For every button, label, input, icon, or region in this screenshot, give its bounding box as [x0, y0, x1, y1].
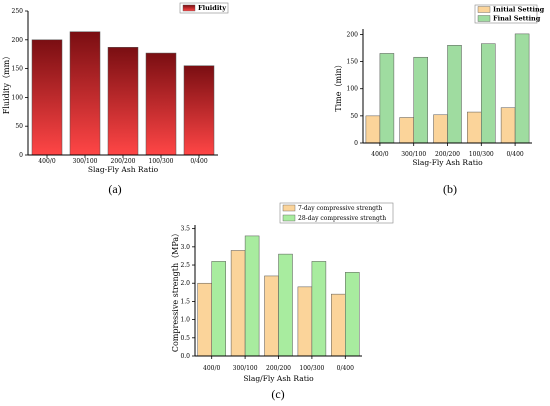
bar-0-0-2: [107, 47, 139, 156]
y-tick-label: 50: [15, 123, 23, 130]
bar-1-1-4: [514, 33, 530, 144]
y-tick-label: 1.5: [180, 298, 190, 305]
panel-b-setting-time-chart: 0 50 100 150 200 400/0 300/100 200/200 100/300 0/…: [334, 4, 545, 196]
y-axis-title: Compressive strength（MPa）: [171, 229, 180, 352]
x-tick-label: 200/200: [111, 158, 136, 165]
panel-c-bars: [197, 235, 360, 357]
bar-0-0-3: [145, 52, 177, 156]
y-tick-label: 200: [347, 31, 359, 38]
y-tick-label: 2.0: [180, 280, 190, 287]
x-axis-title: Slag-Fly Ash Ratio: [88, 165, 159, 174]
y-tick-label: 0.5: [180, 335, 190, 342]
x-tick-label: 0/400: [337, 365, 354, 372]
legend-box: [474, 4, 538, 24]
bar-2-1-3: [311, 261, 327, 357]
x-tick-label: 300/100: [401, 151, 426, 158]
bar-2-1-2: [278, 253, 293, 357]
y-axis-title: Fluidity（mm）: [2, 52, 11, 114]
bar-1-1-2: [447, 45, 462, 144]
x-tick-label: 400/0: [203, 365, 220, 372]
x-tick-label: 400/0: [371, 151, 388, 158]
legend-swatch-0: [282, 204, 296, 212]
x-tick-label: 200/200: [435, 151, 460, 158]
y-tick-label: 2.5: [180, 262, 190, 269]
y-tick-label: 1.0: [180, 317, 190, 324]
legend-swatch-1: [282, 214, 296, 222]
y-tick-label: 50: [350, 113, 358, 120]
legend-swatch-1: [477, 15, 491, 22]
legend-label-0: Initial Setting: [493, 6, 545, 14]
x-tick-label: 100/300: [149, 158, 174, 165]
panel-a-axes: 0 50 100 150 200 250 400/0 300/100 200/200 100/30…: [2, 8, 218, 174]
panel-a-legend: Fluidity: [179, 2, 229, 14]
x-tick-label: 200/200: [266, 365, 291, 372]
bar-2-0-2: [264, 275, 279, 357]
panel-c-label: (c): [271, 387, 284, 401]
panel-b-label: (b): [443, 182, 457, 196]
y-tick-label: 3.5: [180, 226, 190, 233]
bar-0-0-4: [183, 65, 215, 156]
legend-box: [179, 2, 229, 14]
bar-1-0-2: [433, 114, 448, 144]
panel-a-bars: [31, 31, 215, 156]
bar-2-0-0: [197, 282, 212, 357]
bar-2-1-1: [244, 235, 260, 357]
legend-label-1: Final Setting: [493, 15, 541, 23]
legend-swatch-0: [477, 6, 491, 13]
bar-0-0-1: [69, 31, 101, 156]
x-tick-label: 300/100: [73, 158, 98, 165]
x-axis-title: Slag-Fly Ash Ratio: [412, 158, 483, 167]
panel-b-bars: [365, 33, 530, 144]
y-axis-title: Time（min）: [334, 60, 343, 112]
panel-a-label: (a): [108, 182, 121, 196]
y-tick-label: 200: [12, 37, 24, 44]
y-tick-label: 100: [347, 86, 359, 93]
bar-2-1-0: [211, 261, 226, 357]
y-tick-label: 150: [347, 59, 359, 66]
bar-0-0-0: [31, 39, 63, 156]
bar-1-0-3: [467, 111, 482, 144]
bar-1-0-0: [365, 115, 381, 144]
y-tick-label: 0: [354, 140, 358, 147]
y-tick-label: 0.0: [180, 353, 190, 360]
y-tick-label: 250: [12, 8, 24, 15]
legend-box: [279, 202, 394, 224]
panel-b-axes: 0 50 100 150 200 400/0 300/100 200/200 100/300 0/…: [334, 29, 532, 167]
bar-2-0-3: [297, 286, 313, 357]
y-tick-label: 100: [12, 94, 24, 101]
panel-c-axes: 0.0 0.5 1.0 1.5 2.0 2.5 3.0 3.5 400/0 300/100 200/…: [171, 225, 362, 383]
bar-2-1-4: [345, 272, 360, 357]
legend-label-0: Fluidity: [198, 4, 226, 12]
legend-label-1: 28-day compressive strength: [298, 215, 386, 222]
bar-1-1-0: [379, 53, 395, 144]
x-tick-label: 100/300: [469, 151, 494, 158]
bar-1-1-3: [481, 43, 496, 144]
y-tick-label: 0: [19, 152, 23, 159]
legend-label-0: 7-day compressive strength: [298, 205, 382, 212]
x-tick-label: 300/100: [233, 365, 258, 372]
bar-1-0-4: [500, 107, 516, 144]
panel-c-compressive-strength-chart: 0.0 0.5 1.0 1.5 2.0 2.5 3.0 3.5 400/0 300/100 200/…: [171, 202, 394, 401]
x-tick-label: 400/0: [38, 158, 55, 165]
y-tick-label: 3.0: [180, 244, 190, 251]
x-axis-title: Slag/Fly Ash Ratio: [243, 374, 314, 383]
panel-c-legend: 7-day compressive strength 28-day compres…: [279, 202, 394, 224]
bar-2-0-1: [230, 250, 246, 357]
bar-1-0-1: [399, 117, 414, 144]
x-tick-label: 100/300: [299, 365, 324, 372]
panel-a-fluidity-chart: 0 50 100 150 200 250 400/0 300/100 200/200 100/30…: [2, 2, 229, 196]
bar-2-0-4: [331, 293, 346, 357]
x-tick-label: 0/400: [506, 151, 523, 158]
bar-1-1-1: [413, 56, 428, 144]
x-tick-label: 0/400: [190, 158, 207, 165]
legend-swatch-0: [182, 4, 196, 12]
y-tick-label: 150: [12, 66, 24, 73]
